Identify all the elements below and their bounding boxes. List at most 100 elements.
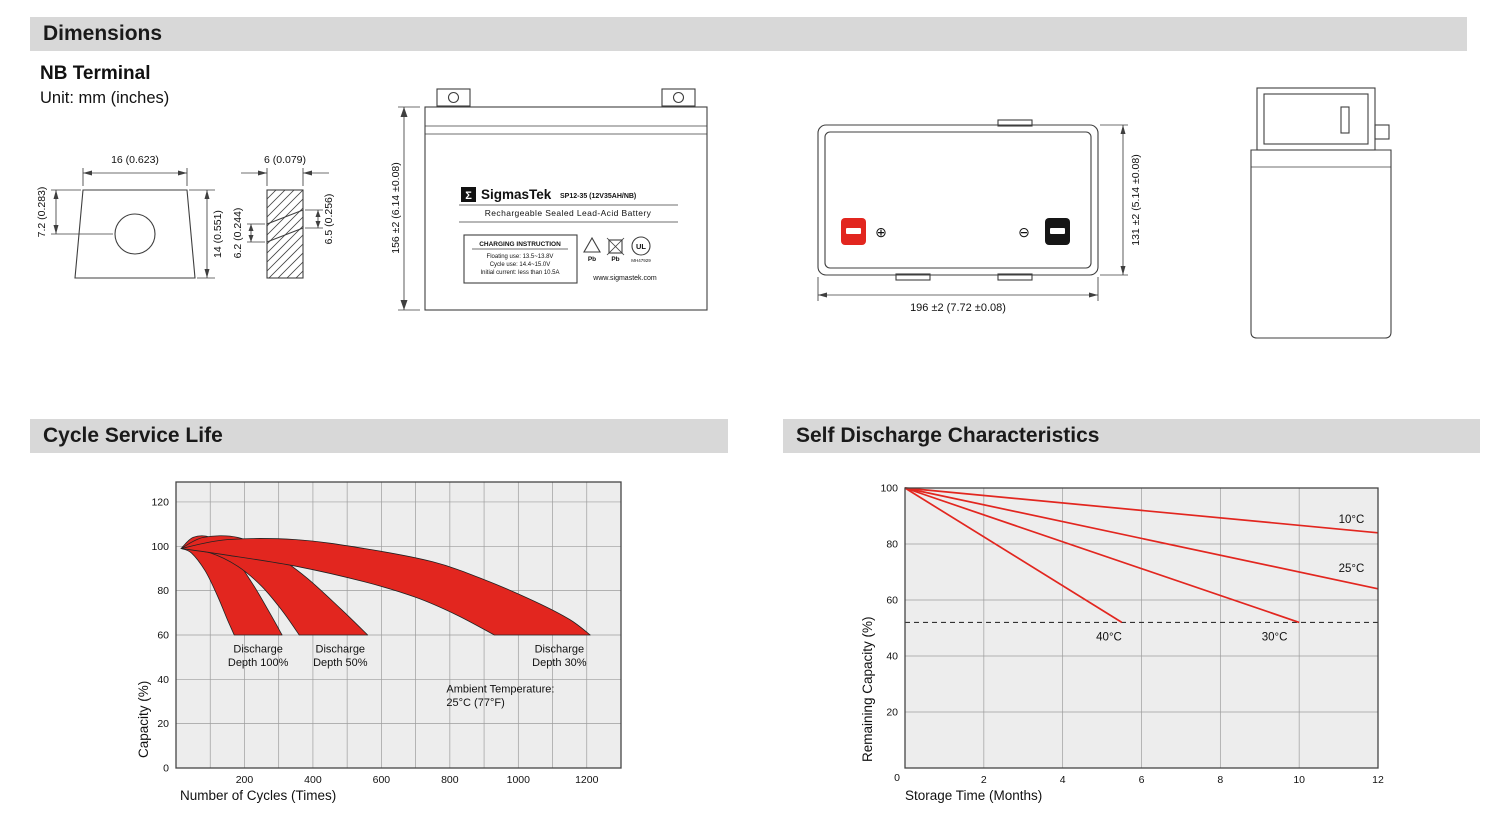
terminal-front-height-dimension: 7.2 (0.283) bbox=[36, 187, 113, 238]
terminal-total-height-dimension: 14 (0.551) bbox=[189, 189, 224, 279]
battery-front-view: Σ SigmasTek SP12-35 (12V35AH/NB) Recharg… bbox=[390, 88, 708, 311]
positive-terminal bbox=[841, 218, 866, 245]
front-height-dimension: 156 ±2 (6.14 ±0.08) bbox=[390, 106, 420, 311]
chart-annotation-2: Discharge Depth 30% bbox=[532, 644, 587, 670]
x-tick-label: 8 bbox=[1217, 774, 1223, 786]
terminal-slot bbox=[846, 228, 861, 234]
x-tick-label: 1000 bbox=[507, 774, 531, 786]
x-tick-label: 800 bbox=[441, 774, 459, 786]
case-tab bbox=[997, 273, 1033, 281]
case-outline-top bbox=[817, 119, 1099, 281]
x-tick-label: 600 bbox=[373, 774, 391, 786]
y-tick-label: 20 bbox=[157, 718, 169, 730]
unit-note: Unit: mm (inches) bbox=[40, 89, 170, 107]
charging-floating: Floating use: 13.5~13.8V bbox=[487, 254, 554, 260]
negative-symbol: ⊖ bbox=[1018, 224, 1030, 240]
dim-terminal-width: 16 (0.623) bbox=[111, 154, 159, 166]
case-tab bbox=[895, 273, 931, 281]
charging-title: CHARGING INSTRUCTION bbox=[479, 241, 561, 248]
section-title-self-discharge: Self Discharge Characteristics bbox=[796, 424, 1100, 447]
plot-border bbox=[904, 487, 1379, 769]
pb-right-label: Pb bbox=[611, 256, 619, 263]
cycle-service-life-chart: 0 20 40 60 80 100 120 200 400 600 800 1000 1200 Disch… bbox=[151, 481, 622, 786]
y-tick-label: 60 bbox=[886, 595, 898, 607]
slot-left-dimension: 6.2 (0.244) bbox=[232, 208, 265, 259]
model-number: SP12-35 (12V35AH/NB) bbox=[560, 193, 636, 200]
temperature-label-3: 40°C bbox=[1096, 632, 1122, 644]
section-title-cycle-service-life: Cycle Service Life bbox=[43, 424, 223, 447]
x-tick-label: 400 bbox=[304, 774, 322, 786]
terminal-slot bbox=[1050, 228, 1065, 234]
charging-cycle: Cycle use: 14.4~15.0V bbox=[490, 262, 551, 268]
dim-front-height: 156 ±2 (6.14 ±0.08) bbox=[390, 162, 402, 254]
ul-code: MH47929 bbox=[631, 258, 651, 263]
temperature-label-2: 30°C bbox=[1262, 632, 1288, 644]
x-tick-label: 1200 bbox=[575, 774, 599, 786]
terminal-width-dimension: 16 (0.623) bbox=[82, 154, 188, 186]
self-discharge-chart: 10°C 25°C 30°C 40°C 20 40 60 80 100 2 4 6 8 10 12 0 bbox=[880, 483, 1384, 787]
dim-slot-width: 6 (0.079) bbox=[264, 154, 306, 166]
ul-letters: UL bbox=[636, 242, 646, 251]
hatch-pattern bbox=[266, 189, 304, 279]
terminal-front-shape bbox=[74, 189, 196, 279]
terminal-detail-drawing: 16 (0.623) 7.2 (0.283) 14 (0.551) bbox=[36, 154, 335, 279]
x-tick-label: 4 bbox=[1060, 774, 1066, 786]
cycle-chart-y-axis-title: Capacity (%) bbox=[136, 680, 151, 758]
dim-slot-left: 6.2 (0.244) bbox=[232, 208, 244, 259]
temperature-line-1 bbox=[904, 487, 1379, 590]
battery-side-view bbox=[1250, 87, 1392, 339]
x-tick-label: 10 bbox=[1293, 774, 1305, 786]
self-discharge-x-axis-title: Storage Time (Months) bbox=[905, 788, 1043, 803]
dim-terminal-front-height: 7.2 (0.283) bbox=[36, 187, 48, 238]
top-width-dimension: 196 ±2 (7.72 ±0.08) bbox=[817, 277, 1099, 314]
brand-logo-glyph: Σ bbox=[465, 190, 472, 202]
x-tick-label: 200 bbox=[236, 774, 254, 786]
y-tick-label: 100 bbox=[880, 483, 898, 495]
side-cap bbox=[1256, 87, 1390, 151]
section-header-dimensions: Dimensions bbox=[30, 17, 1467, 51]
terminal-side-profile bbox=[266, 189, 304, 279]
website-url: www.sigmastek.com bbox=[592, 275, 657, 282]
top-depth-dimension: 131 ±2 (5.14 ±0.08) bbox=[1100, 124, 1142, 276]
battery-top-view: ⊕ ⊖ 196 ±2 (7.72 ±0.08) 131 ±2 (5.14 ±0.… bbox=[817, 119, 1142, 314]
temperature-line-0 bbox=[904, 487, 1379, 534]
slot-width-dimension: 6 (0.079) bbox=[241, 154, 329, 186]
section-header-cycle-service-life: Cycle Service Life bbox=[30, 419, 728, 453]
pb-left-label: Pb bbox=[588, 256, 596, 263]
cycle-life-band-1 bbox=[180, 535, 369, 636]
terminal-blade bbox=[1340, 106, 1350, 134]
y-tick-label: 40 bbox=[886, 651, 898, 663]
y-tick-label: 80 bbox=[157, 585, 169, 597]
dim-top-width: 196 ±2 (7.72 ±0.08) bbox=[910, 302, 1006, 314]
positive-symbol: ⊕ bbox=[875, 224, 887, 240]
slot-right-dimension: 6.5 (0.256) bbox=[305, 194, 335, 245]
battery-label: Σ SigmasTek SP12-35 (12V35AH/NB) Recharg… bbox=[459, 187, 678, 284]
section-header-self-discharge: Self Discharge Characteristics bbox=[783, 419, 1480, 453]
temperature-label-1: 25°C bbox=[1339, 563, 1365, 575]
y-tick-label: 0 bbox=[163, 763, 169, 775]
x-tick-label: 6 bbox=[1139, 774, 1145, 786]
cycle-chart-x-axis-title: Number of Cycles (Times) bbox=[180, 788, 337, 803]
y-tick-label: 40 bbox=[157, 674, 169, 686]
charging-initial: Initial current: less than 10.5A bbox=[480, 270, 559, 276]
case-tab bbox=[997, 119, 1033, 127]
self-discharge-y-axis-title: Remaining Capacity (%) bbox=[860, 616, 875, 762]
negative-terminal bbox=[1045, 218, 1070, 245]
brand-logo-icon bbox=[461, 187, 476, 202]
temperature-line-3 bbox=[904, 487, 1123, 624]
battery-body-front bbox=[424, 106, 708, 311]
ul-mark-icon: UL MH47929 bbox=[631, 236, 651, 263]
plot-border bbox=[175, 481, 622, 769]
origin-tick-label: 0 bbox=[894, 772, 900, 784]
cap-tab bbox=[1374, 124, 1390, 140]
temperature-line-2 bbox=[904, 487, 1300, 624]
battery-type-label: Rechargeable Sealed Lead-Acid Battery bbox=[485, 208, 652, 218]
dim-top-depth: 131 ±2 (5.14 ±0.08) bbox=[1130, 154, 1142, 246]
dim-slot-right: 6.5 (0.256) bbox=[323, 194, 335, 245]
y-tick-label: 100 bbox=[151, 541, 169, 553]
brand-name: SigmasTek bbox=[481, 187, 552, 202]
temperature-label-0: 10°C bbox=[1339, 514, 1365, 526]
trash-pb-icon: Pb bbox=[606, 237, 625, 263]
bolt-hole bbox=[114, 213, 156, 255]
